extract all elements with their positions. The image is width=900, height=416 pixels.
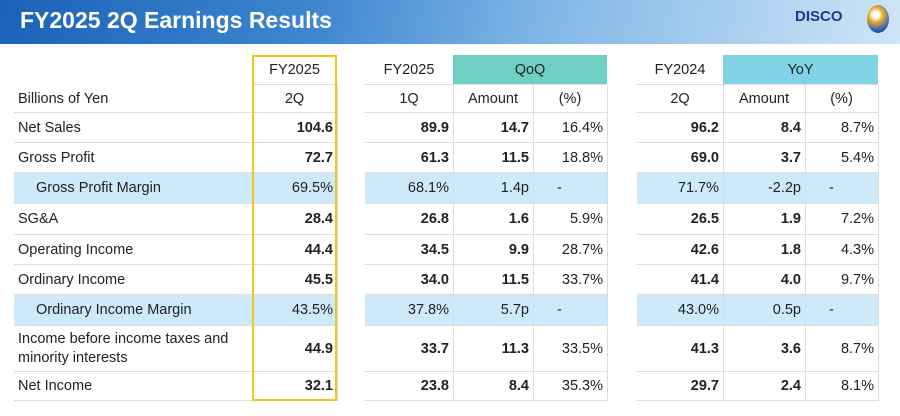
page-title: FY2025 2Q Earnings Results <box>20 7 332 33</box>
table-cell: 1.6 <box>453 204 533 235</box>
table-cell: 26.5 <box>637 204 723 235</box>
table-cell: 8.7% <box>805 113 878 143</box>
logo-icon <box>867 5 889 33</box>
table-cell: 68.1% <box>365 173 453 204</box>
table-cell: 5.7p <box>453 295 533 326</box>
divider <box>337 85 338 401</box>
unit-label: Billions of Yen <box>14 85 252 113</box>
row-label: Gross Profit <box>14 143 252 173</box>
table-cell: 32.1 <box>252 372 337 401</box>
header-1q: 1Q <box>365 85 453 113</box>
table-cell: 69.0 <box>637 143 723 173</box>
header-fy2025-1q: FY2025 <box>365 55 453 85</box>
table-cell: 71.7% <box>637 173 723 204</box>
table-cell: 69.5% <box>252 173 337 204</box>
header-fy2025-2q: FY2025 <box>252 55 337 85</box>
table-cell: 96.2 <box>637 113 723 143</box>
table-cell: 44.4 <box>252 235 337 265</box>
table-cell: -2.2p <box>723 173 805 204</box>
table-cell: 16.4% <box>533 113 607 143</box>
table-cell: 34.5 <box>365 235 453 265</box>
table-cell: 29.7 <box>637 372 723 401</box>
table-cell: 11.3 <box>453 326 533 372</box>
table-cell: - <box>805 295 878 326</box>
row-label: Net Sales <box>14 113 252 143</box>
divider <box>533 85 534 401</box>
table-cell: 35.3% <box>533 372 607 401</box>
table-cell: 5.9% <box>533 204 607 235</box>
table-cell: 5.4% <box>805 143 878 173</box>
table-cell: 33.7% <box>533 265 607 295</box>
row-label: Ordinary Income Margin <box>14 295 252 326</box>
table-cell: 3.6 <box>723 326 805 372</box>
header-yoy-amount: Amount <box>723 85 805 113</box>
table-cell: 3.7 <box>723 143 805 173</box>
table-cell: 42.6 <box>637 235 723 265</box>
row-label: Net Income <box>14 372 252 401</box>
header-2q: 2Q <box>252 85 337 113</box>
table-cell: 72.7 <box>252 143 337 173</box>
header-fy2024-q: 2Q <box>637 85 723 113</box>
divider <box>878 85 879 401</box>
row-label: Gross Profit Margin <box>14 173 252 204</box>
table-cell: - <box>805 173 878 204</box>
header-fy2024-2q: FY2024 <box>637 55 723 85</box>
table-cell: 45.5 <box>252 265 337 295</box>
table-cell: 4.3% <box>805 235 878 265</box>
table-cell: 0.5p <box>723 295 805 326</box>
table-cell: 8.4 <box>723 113 805 143</box>
divider <box>723 85 724 401</box>
row-label: Income before income taxes and minority … <box>14 326 252 372</box>
table-cell: 28.7% <box>533 235 607 265</box>
table-cell: 18.8% <box>533 143 607 173</box>
table-cell: 28.4 <box>252 204 337 235</box>
table-cell: 1.8 <box>723 235 805 265</box>
table-cell: 1.9 <box>723 204 805 235</box>
table-cell: - <box>533 173 607 204</box>
table-cell: 89.9 <box>365 113 453 143</box>
table-cell: 37.8% <box>365 295 453 326</box>
header-banner: FY2025 2Q Earnings Results DISCO <box>0 0 900 44</box>
divider <box>453 85 454 401</box>
table-cell: 1.4p <box>453 173 533 204</box>
table-cell: 11.5 <box>453 143 533 173</box>
table-cell: 41.3 <box>637 326 723 372</box>
header-qoq-pct: (%) <box>533 85 607 113</box>
header-qoq: QoQ <box>453 55 607 85</box>
table-cell: 9.9 <box>453 235 533 265</box>
table-cell: 43.0% <box>637 295 723 326</box>
table-cell: 44.9 <box>252 326 337 372</box>
table-cell: 34.0 <box>365 265 453 295</box>
table-cell: 33.7 <box>365 326 453 372</box>
table-cell: 8.1% <box>805 372 878 401</box>
row-label: SG&A <box>14 204 252 235</box>
header-yoy-pct: (%) <box>805 85 878 113</box>
table-cell: 41.4 <box>637 265 723 295</box>
table-cell: 2.4 <box>723 372 805 401</box>
divider <box>607 85 608 401</box>
row-label: Ordinary Income <box>14 265 252 295</box>
table-cell: 9.7% <box>805 265 878 295</box>
table-cell: 14.7 <box>453 113 533 143</box>
table-cell: 26.8 <box>365 204 453 235</box>
table-cell: 61.3 <box>365 143 453 173</box>
header-yoy: YoY <box>723 55 878 85</box>
divider <box>805 85 806 401</box>
table-cell: 7.2% <box>805 204 878 235</box>
table-cell: 33.5% <box>533 326 607 372</box>
table-cell: 11.5 <box>453 265 533 295</box>
table-cell: - <box>533 295 607 326</box>
table-cell: 8.4 <box>453 372 533 401</box>
table-cell: 104.6 <box>252 113 337 143</box>
row-label: Operating Income <box>14 235 252 265</box>
disco-logo: DISCO <box>795 8 843 25</box>
header-qoq-amount: Amount <box>453 85 533 113</box>
table-cell: 23.8 <box>365 372 453 401</box>
table-cell: 8.7% <box>805 326 878 372</box>
table-cell: 43.5% <box>252 295 337 326</box>
table-cell: 4.0 <box>723 265 805 295</box>
